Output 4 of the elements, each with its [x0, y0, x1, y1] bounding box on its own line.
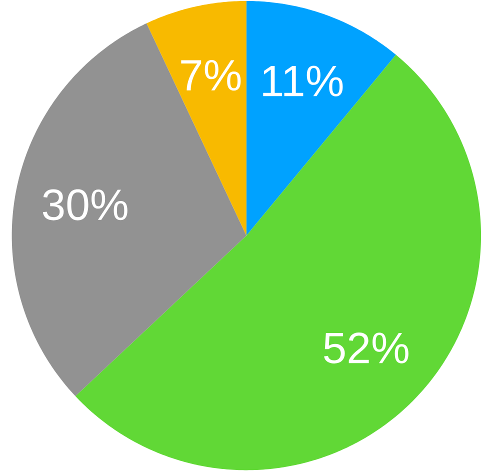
data-label: 11% — [263, 66, 343, 96]
data-label: 7% — [181, 60, 241, 91]
data-label: 30% — [42, 189, 128, 220]
data-label: 52% — [324, 332, 408, 364]
